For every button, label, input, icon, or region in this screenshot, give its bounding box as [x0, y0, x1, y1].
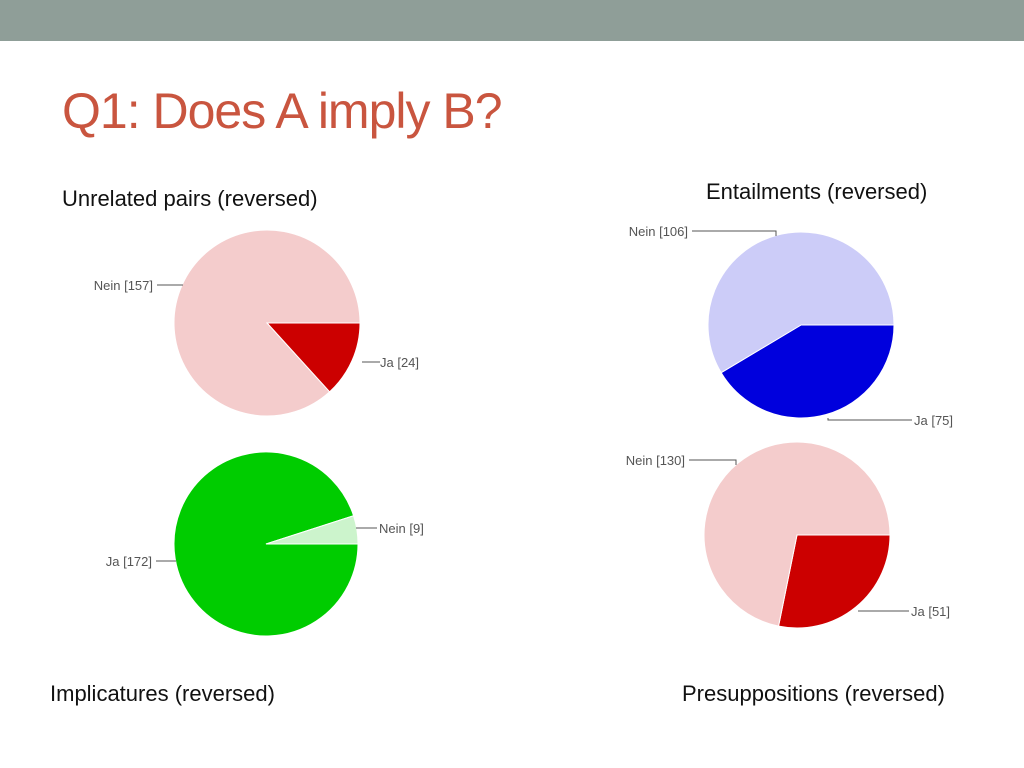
chart-title-presuppositions: Presuppositions (reversed): [682, 681, 945, 706]
pie-slice-presuppositions-0: [777, 534, 891, 629]
leader-line-presuppositions-1: [689, 459, 737, 465]
pie-slice-unrelated-0: [265, 322, 361, 393]
leader-line-entailments-0: [827, 418, 912, 421]
leader-line-entailments-1: [692, 230, 777, 236]
pie-slice-implicatures-1: [265, 515, 359, 545]
slice-label-implicatures-0: Ja [172]: [106, 554, 152, 569]
chart-title-unrelated: Unrelated pairs (reversed): [62, 186, 318, 211]
chart-title-entailments: Entailments (reversed): [706, 179, 928, 204]
chart-title-implicatures: Implicatures (reversed): [50, 681, 275, 706]
slice-label-entailments-0: Ja [75]: [914, 413, 953, 428]
slice-label-unrelated-1: Nein [157]: [94, 278, 153, 293]
top-bar: [0, 0, 1024, 41]
slice-label-presuppositions-1: Nein [130]: [626, 453, 685, 468]
slice-label-entailments-1: Nein [106]: [629, 224, 688, 239]
pie-slice-presuppositions-1: [703, 441, 891, 627]
pie-slice-entailments-0: [720, 324, 895, 419]
slide-title: Q1: Does A imply B?: [62, 83, 503, 139]
slice-label-unrelated-0: Ja [24]: [380, 355, 419, 370]
slice-label-implicatures-1: Nein [9]: [379, 521, 424, 536]
slice-label-presuppositions-0: Ja [51]: [911, 604, 950, 619]
